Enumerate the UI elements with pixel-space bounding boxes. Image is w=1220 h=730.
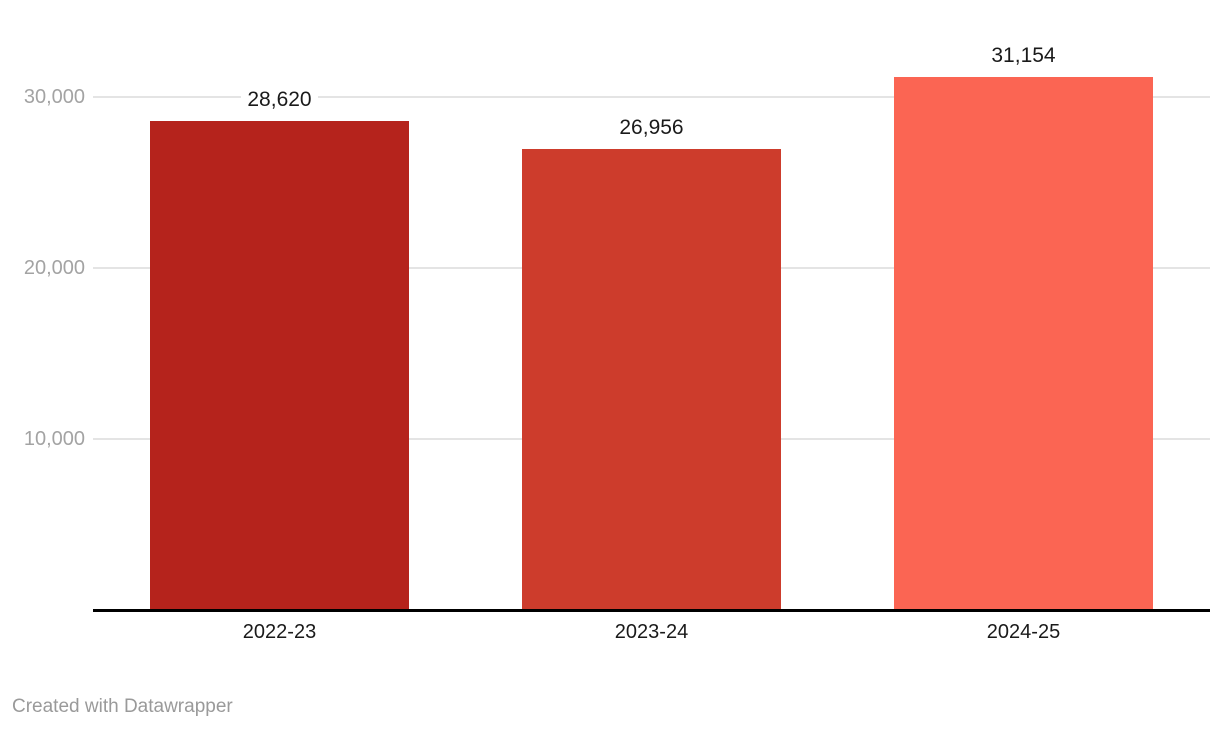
x-axis-category-label: 2024-25 xyxy=(986,621,1061,643)
bar[interactable] xyxy=(150,121,409,610)
bar[interactable] xyxy=(522,149,781,610)
bar-value-label: 26,956 xyxy=(522,115,781,140)
y-axis-tick-label: 20,000 xyxy=(23,257,85,279)
bar[interactable] xyxy=(894,77,1153,610)
bar-value-label: 31,154 xyxy=(894,43,1153,68)
x-axis-category-label: 2022-23 xyxy=(242,621,317,643)
x-axis-line xyxy=(93,609,1210,612)
attribution-link[interactable]: Created with Datawrapper xyxy=(12,696,233,717)
y-axis-tick-label: 10,000 xyxy=(23,428,85,450)
y-axis-tick-label: 30,000 xyxy=(23,86,85,108)
x-axis-category-label: 2023-24 xyxy=(614,621,689,643)
gridline xyxy=(93,96,1210,98)
bar-value-label: 28,620 xyxy=(150,87,409,112)
